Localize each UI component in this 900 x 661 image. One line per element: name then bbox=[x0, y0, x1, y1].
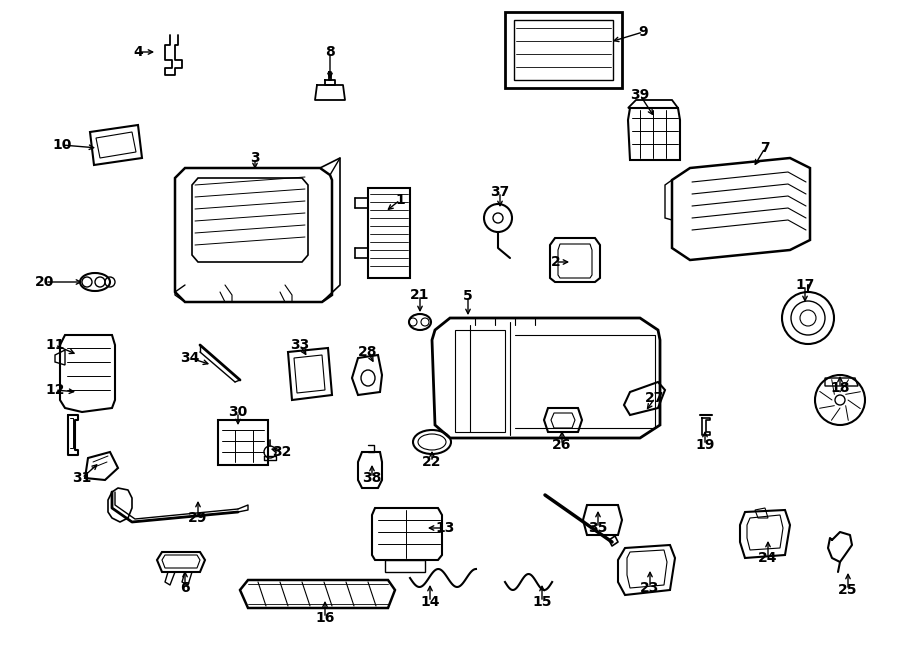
Text: 4: 4 bbox=[133, 45, 143, 59]
Text: 6: 6 bbox=[180, 581, 190, 595]
Text: 25: 25 bbox=[838, 583, 858, 597]
Text: 22: 22 bbox=[422, 455, 442, 469]
Text: 33: 33 bbox=[291, 338, 310, 352]
Text: 29: 29 bbox=[188, 511, 208, 525]
Text: 32: 32 bbox=[273, 445, 292, 459]
Text: 23: 23 bbox=[640, 581, 660, 595]
Text: 7: 7 bbox=[760, 141, 770, 155]
Text: 31: 31 bbox=[72, 471, 92, 485]
Text: 26: 26 bbox=[553, 438, 572, 452]
Text: 3: 3 bbox=[250, 151, 260, 165]
Text: 1: 1 bbox=[395, 193, 405, 207]
Text: 37: 37 bbox=[491, 185, 509, 199]
Text: 30: 30 bbox=[229, 405, 248, 419]
Text: 15: 15 bbox=[532, 595, 552, 609]
Text: 12: 12 bbox=[45, 383, 65, 397]
Text: 16: 16 bbox=[315, 611, 335, 625]
Text: 39: 39 bbox=[630, 88, 650, 102]
Text: 28: 28 bbox=[358, 345, 378, 359]
Text: 38: 38 bbox=[363, 471, 382, 485]
Text: 11: 11 bbox=[45, 338, 65, 352]
Text: 2: 2 bbox=[551, 255, 561, 269]
Text: 19: 19 bbox=[696, 438, 715, 452]
Text: 9: 9 bbox=[638, 25, 648, 39]
Text: 10: 10 bbox=[52, 138, 72, 152]
Text: 17: 17 bbox=[796, 278, 814, 292]
Text: 34: 34 bbox=[180, 351, 200, 365]
Text: 13: 13 bbox=[436, 521, 454, 535]
Text: 14: 14 bbox=[420, 595, 440, 609]
Text: 35: 35 bbox=[589, 521, 608, 535]
Text: 24: 24 bbox=[758, 551, 778, 565]
Text: 8: 8 bbox=[325, 45, 335, 59]
Text: 27: 27 bbox=[645, 391, 665, 405]
Text: 18: 18 bbox=[830, 381, 850, 395]
Text: 20: 20 bbox=[35, 275, 55, 289]
Text: 21: 21 bbox=[410, 288, 430, 302]
Text: 5: 5 bbox=[464, 289, 472, 303]
